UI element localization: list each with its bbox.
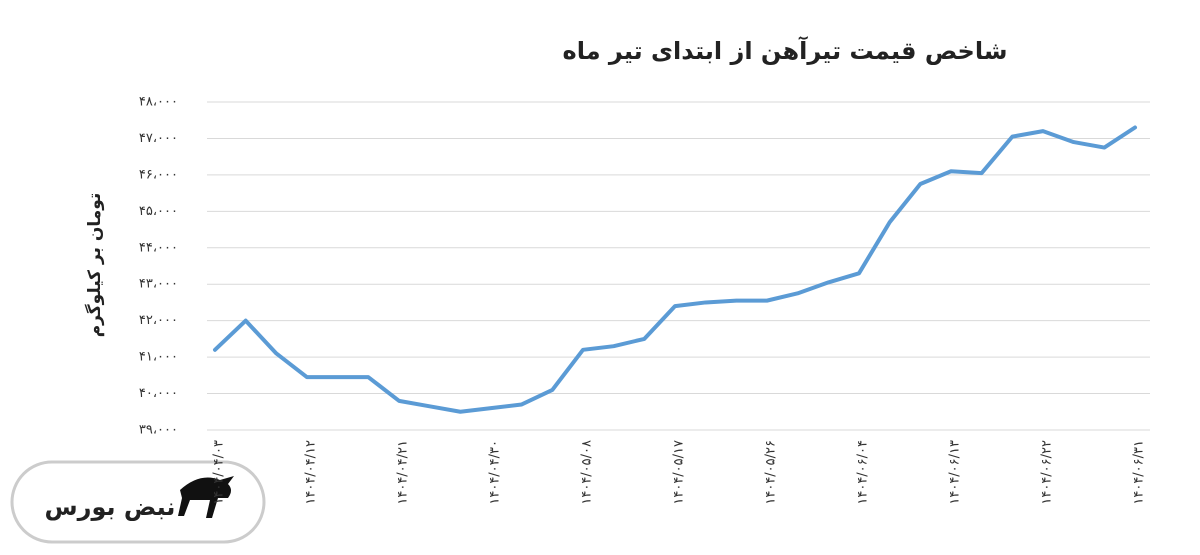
logo-bull <box>178 476 234 518</box>
y-tick-label: ۴۰،۰۰۰ <box>139 386 178 401</box>
x-tick-label: ۱۴۰۴/۰۴/۰۳ <box>212 440 227 505</box>
x-tick-label: ۱۴۰۴/۰۵/۰۸ <box>580 440 595 505</box>
y-tick-label: ۴۶،۰۰۰ <box>139 167 178 182</box>
y-tick-label: ۴۱،۰۰۰ <box>139 350 178 365</box>
x-tick-label: ۱۴۰۴/۰۶/۱۳ <box>948 440 963 505</box>
y-tick-label: ۴۸،۰۰۰ <box>139 95 178 110</box>
logo: نبض بورس ۱۴۰۴/۰۴/۰۳ ۱۴۰۴/۰۴/۱۲ ۱۴۰۴/۰۴/۲۱ ۱… <box>10 101 1150 544</box>
y-axis-label: تومان بر کیلوگرم <box>84 193 105 338</box>
y-tick-label: ۴۷،۰۰۰ <box>139 131 178 146</box>
y-tick-label: ۳۹،۰۰۰ <box>139 423 178 438</box>
y-tick-label: ۴۲،۰۰۰ <box>139 313 178 328</box>
x-tick-label: ۱۴۰۴/۰۴/۱۲ <box>304 440 319 505</box>
x-tick-label: ۱۴۰۴/۰۶/۳۱ <box>1132 440 1147 505</box>
x-tick-label: ۱۴۰۴/۰۵/۲۶ <box>764 440 779 505</box>
y-tick-label: ۴۴،۰۰۰ <box>139 240 178 255</box>
logo-text: نبض بورس <box>45 493 176 521</box>
line-series <box>213 125 1137 414</box>
chart-title: شاخص قیمت تیرآهن از ابتدای تیر ماه <box>563 36 1008 65</box>
y-tick-label: ۴۳،۰۰۰ <box>139 277 178 292</box>
x-tick-label: ۱۴۰۴/۰۴/۲۱ <box>396 440 411 505</box>
x-tick-label: ۱۴۰۴/۰۶/۲۲ <box>1040 440 1055 505</box>
y-tick-label: ۴۵،۰۰۰ <box>139 204 178 219</box>
x-tick-label: ۱۴۰۴/۰۵/۱۷ <box>672 440 687 505</box>
x-tick-label: ۱۴۰۴/۰۶/۰۴ <box>856 440 871 505</box>
x-tick-label: ۱۴۰۴/۰۴/۳۰ <box>488 440 503 505</box>
